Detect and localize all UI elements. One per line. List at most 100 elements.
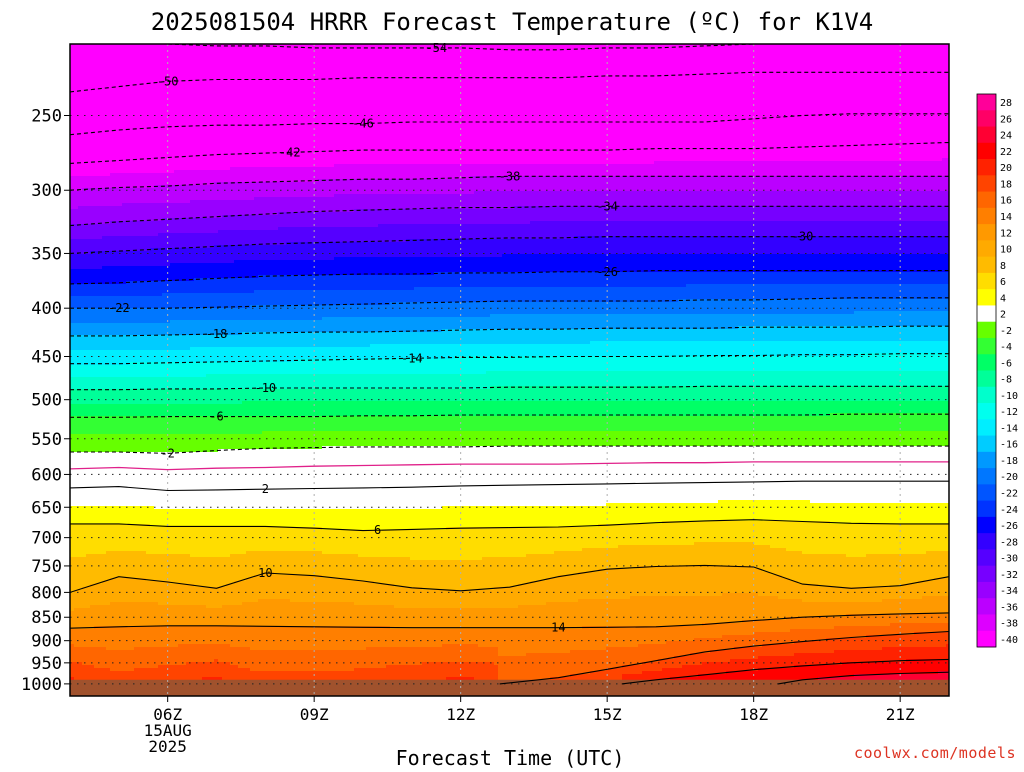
temperature-cell [106, 461, 111, 465]
temperature-cell [102, 557, 107, 561]
temperature-cell [86, 95, 91, 99]
temperature-cell [98, 254, 103, 258]
temperature-cell [106, 134, 111, 138]
temperature-cell [82, 395, 87, 399]
temperature-cell [90, 620, 95, 624]
temperature-cell [82, 224, 87, 228]
temperature-cell [70, 68, 75, 72]
temperature-cell [86, 590, 91, 594]
temperature-cell [90, 326, 95, 330]
temperature-cell [82, 200, 87, 204]
temperature-cell [102, 668, 107, 672]
temperature-cell [98, 323, 103, 327]
temperature-cell [102, 245, 107, 249]
temperature-cell [82, 233, 87, 237]
temperature-cell [90, 359, 95, 363]
temperature-cell [78, 428, 83, 432]
temperature-cell [102, 617, 107, 621]
temperature-cell [86, 254, 91, 258]
temperature-cell [74, 104, 79, 108]
temperature-cell [98, 392, 103, 396]
temperature-cell [98, 74, 103, 78]
temperature-cell [86, 98, 91, 102]
temperature-cell [106, 53, 111, 57]
temperature-cell [82, 410, 87, 414]
temperature-cell [82, 650, 87, 654]
temperature-cell [74, 446, 79, 450]
temperature-cell [82, 374, 87, 378]
temperature-cell [86, 491, 91, 495]
temperature-cell [78, 119, 83, 123]
temperature-cell [98, 341, 103, 345]
temperature-cell [102, 323, 107, 327]
temperature-cell [86, 65, 91, 69]
temperature-cell [98, 230, 103, 234]
temperature-cell [78, 47, 83, 51]
temperature-cell [98, 554, 103, 558]
temperature-cell [86, 506, 91, 510]
temperature-cell [102, 647, 107, 651]
temperature-cell [94, 104, 99, 108]
temperature-cell [102, 254, 107, 258]
temperature-cell [82, 548, 87, 552]
temperature-cell [70, 281, 75, 285]
temperature-cell [98, 452, 103, 456]
temperature-cell [78, 560, 83, 564]
temperature-cell [74, 575, 79, 579]
temperature-cell [90, 395, 95, 399]
temperature-cell [98, 335, 103, 339]
temperature-cell [98, 149, 103, 153]
temperature-cell [82, 101, 87, 105]
temperature-cell [106, 104, 111, 108]
temperature-cell [98, 410, 103, 414]
temperature-cell [98, 431, 103, 435]
temperature-cell [98, 605, 103, 609]
temperature-cell [98, 347, 103, 351]
temperature-cell [94, 77, 99, 81]
temperature-cell [98, 353, 103, 357]
temperature-cell [82, 446, 87, 450]
temperature-cell [70, 269, 75, 273]
temperature-cell [94, 515, 99, 519]
temperature-cell [90, 527, 95, 531]
temperature-cell [106, 305, 111, 309]
temperature-cell [94, 431, 99, 435]
temperature-cell [70, 317, 75, 321]
temperature-cell [70, 395, 75, 399]
temperature-cell [90, 134, 95, 138]
temperature-cell [90, 566, 95, 570]
temperature-cell [74, 551, 79, 555]
temperature-cell [74, 611, 79, 615]
temperature-cell [82, 116, 87, 120]
temperature-cell [70, 98, 75, 102]
temperature-cell [78, 512, 83, 516]
temperature-cell [78, 506, 83, 510]
temperature-cell [74, 173, 79, 177]
temperature-cell [94, 404, 99, 408]
temperature-cell [74, 491, 79, 495]
temperature-cell [94, 650, 99, 654]
temperature-cell [106, 371, 111, 375]
temperature-cell [78, 128, 83, 132]
temperature-cell [90, 317, 95, 321]
temperature-cell [90, 56, 95, 60]
temperature-cell [94, 359, 99, 363]
temperature-cell [94, 488, 99, 492]
temperature-cell [94, 653, 99, 657]
temperature-cell [98, 407, 103, 411]
temperature-cell [78, 374, 83, 378]
temperature-cell [70, 347, 75, 351]
temperature-cell [74, 251, 79, 255]
temperature-cell [86, 176, 91, 180]
temperature-cell [86, 647, 91, 651]
temperature-cell [74, 617, 79, 621]
temperature-cell [90, 650, 95, 654]
temperature-cell [102, 77, 107, 81]
temperature-cell [70, 503, 75, 507]
temperature-cell [74, 473, 79, 477]
temperature-cell [106, 506, 111, 510]
temperature-cell [70, 611, 75, 615]
temperature-cell [86, 170, 91, 174]
temperature-cell [98, 251, 103, 255]
temperature-cell [74, 218, 79, 222]
